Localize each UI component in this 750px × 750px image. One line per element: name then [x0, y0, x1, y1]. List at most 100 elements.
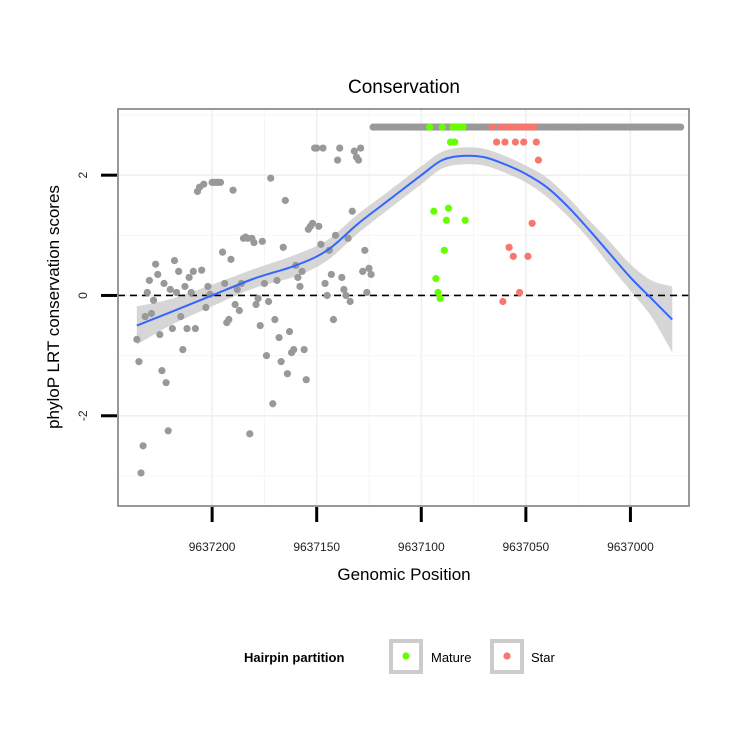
point-other	[233, 285, 241, 294]
point-other	[271, 315, 279, 324]
point-star	[509, 252, 517, 260]
point-other	[221, 279, 229, 288]
point-other	[279, 243, 287, 251]
point-other	[256, 321, 264, 330]
point-other	[365, 264, 373, 273]
x-tick-label: 9637150	[293, 540, 340, 554]
point-other	[296, 282, 304, 291]
loess-fit-line	[136, 154, 673, 327]
point-other	[283, 370, 292, 378]
point-other	[189, 267, 197, 276]
point-other	[294, 273, 302, 282]
point-other	[172, 288, 181, 297]
point-mature	[426, 123, 434, 131]
x-axis-title: Genomic Position	[337, 565, 470, 584]
point-other	[137, 469, 145, 477]
point-mature	[459, 123, 467, 131]
point-other	[300, 346, 308, 354]
point-other	[363, 288, 371, 297]
point-other	[677, 123, 685, 131]
point-other	[344, 234, 352, 242]
point-other	[264, 297, 273, 306]
point-other	[273, 276, 281, 285]
point-other	[275, 333, 283, 342]
point-other	[135, 358, 143, 366]
point-other	[187, 288, 195, 297]
point-other	[166, 285, 174, 294]
point-other	[164, 427, 172, 435]
point-other	[367, 270, 375, 279]
point-other	[231, 300, 239, 309]
point-mature	[451, 138, 459, 146]
point-star	[497, 123, 505, 131]
x-axis: 9637200 9637150 9637100 9637050 9637000	[189, 507, 654, 554]
point-mature	[430, 207, 438, 215]
point-other	[350, 147, 358, 155]
point-other	[181, 282, 189, 291]
point-other	[329, 315, 338, 324]
legend: Hairpin partition Mature Star	[244, 639, 556, 674]
point-other	[354, 156, 363, 164]
point-other	[323, 291, 331, 300]
point-other	[227, 255, 235, 263]
point-other	[340, 285, 348, 294]
point-other	[331, 231, 340, 239]
chart-title: Conservation	[348, 77, 460, 98]
point-other	[218, 248, 227, 256]
legend-key-star	[490, 639, 524, 674]
point-star	[505, 243, 513, 251]
point-other	[191, 324, 199, 333]
point-other	[327, 270, 335, 279]
point-other	[319, 144, 327, 152]
point-other	[298, 267, 306, 276]
point-mature	[440, 246, 448, 254]
x-tick-label: 9637000	[607, 540, 654, 554]
point-star	[524, 252, 532, 260]
point-mature	[432, 275, 440, 283]
point-other	[145, 276, 153, 285]
point-other	[254, 294, 262, 303]
point-other	[285, 327, 294, 336]
point-mature	[444, 204, 453, 212]
point-star	[534, 156, 543, 164]
point-other	[229, 186, 237, 194]
point-other	[147, 309, 156, 318]
point-other	[267, 174, 275, 182]
point-other	[202, 303, 210, 312]
point-other	[269, 400, 277, 408]
point-other	[338, 273, 346, 282]
point-mature	[461, 216, 469, 224]
x-tick-label: 9637050	[502, 540, 549, 554]
point-star	[492, 138, 501, 146]
x-tick-label: 9637200	[189, 540, 236, 554]
point-other	[346, 297, 354, 306]
point-other	[277, 358, 285, 366]
point-other	[246, 430, 254, 438]
point-other	[168, 324, 176, 333]
point-other	[185, 273, 193, 282]
point-other	[162, 379, 170, 387]
point-other	[143, 288, 151, 297]
point-other	[361, 246, 369, 254]
smooth-line	[136, 154, 673, 327]
point-other	[281, 196, 289, 205]
point-other	[175, 267, 183, 276]
point-mature	[436, 294, 444, 303]
point-star	[507, 123, 515, 131]
y-axis: -2 0 2	[76, 172, 117, 421]
point-other	[133, 335, 141, 343]
point-other	[225, 315, 233, 324]
point-other	[313, 144, 321, 152]
legend-dot-star	[503, 652, 511, 660]
point-other	[156, 330, 164, 339]
point-other	[235, 306, 243, 315]
point-other	[336, 144, 344, 152]
point-other	[204, 282, 212, 291]
legend-label-mature: Mature	[431, 650, 471, 665]
point-other	[149, 296, 158, 304]
point-other	[321, 279, 329, 288]
grid-lines	[118, 109, 689, 506]
legend-label-star: Star	[531, 650, 556, 665]
point-star	[488, 123, 496, 131]
point-other	[177, 312, 185, 321]
